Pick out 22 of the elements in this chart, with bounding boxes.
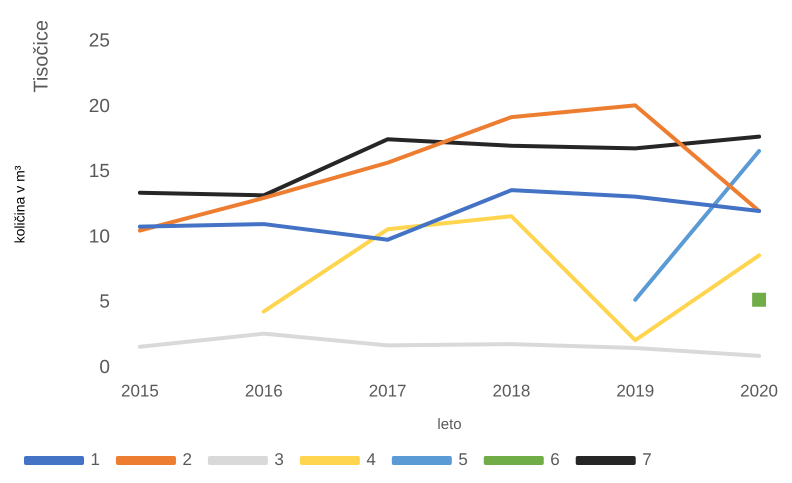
y-tick-label: 10 bbox=[88, 226, 110, 248]
legend-label: 3 bbox=[274, 450, 284, 470]
x-tick-label: 2016 bbox=[244, 381, 283, 400]
legend-label: 5 bbox=[458, 450, 468, 470]
y-tick-label: 20 bbox=[88, 96, 110, 117]
x-tick-label: 2020 bbox=[740, 381, 778, 400]
y-axis-title: količina v m³ bbox=[11, 165, 28, 244]
y-tick-label: 5 bbox=[99, 292, 110, 313]
y-tick-label: 25 bbox=[88, 30, 110, 52]
x-tick-label: 2015 bbox=[121, 381, 159, 400]
text: Tisočice bbox=[30, 20, 53, 93]
legend-label: 6 bbox=[550, 450, 560, 470]
legend-label: 4 bbox=[366, 450, 376, 470]
y-tick-label: 0 bbox=[99, 356, 110, 378]
x-tick-label: 2017 bbox=[368, 381, 407, 400]
y-tick-label: 15 bbox=[88, 161, 110, 182]
legend-label: 7 bbox=[642, 450, 652, 470]
x-tick-label: 2018 bbox=[492, 381, 530, 400]
x-axis-title: leto bbox=[437, 416, 462, 434]
legend-label: 1 bbox=[90, 450, 100, 470]
legend-label: 2 bbox=[182, 450, 192, 470]
x-tick-label: 2019 bbox=[616, 381, 654, 400]
